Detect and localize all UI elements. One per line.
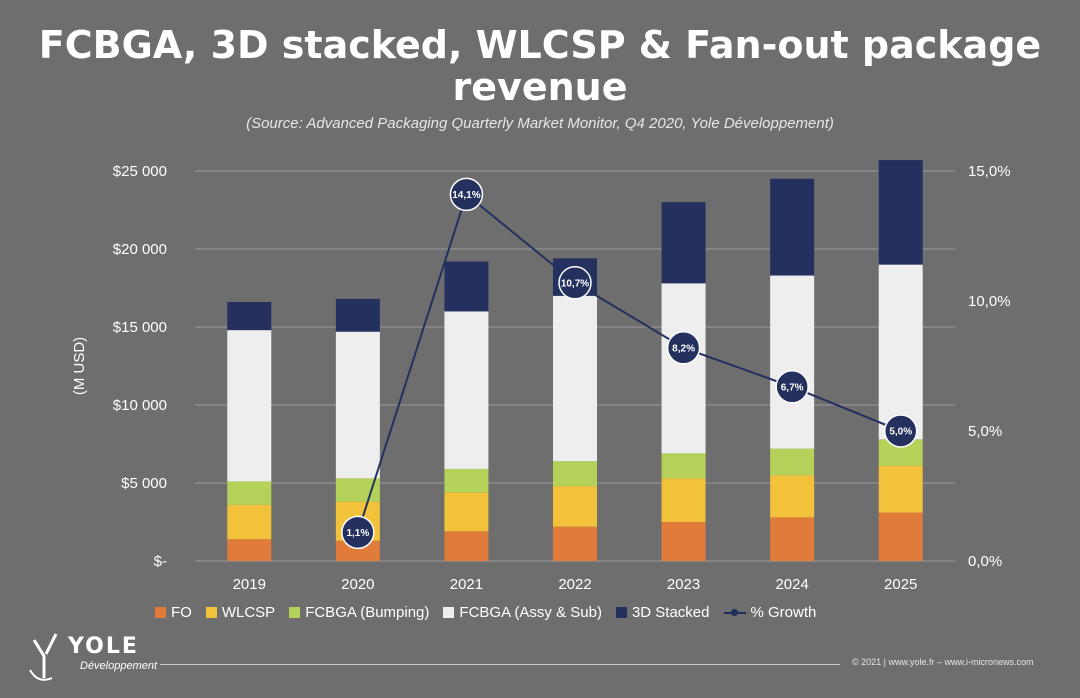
bar-segment-fcbga-bumping	[444, 468, 489, 493]
y-tick-label: $20 000	[113, 241, 167, 258]
growth-point	[775, 370, 809, 404]
bar-segment-fcbga-assy-sub	[661, 283, 706, 454]
legend-item-growth: % Growth	[723, 603, 817, 621]
bar-segment-wlcsp	[661, 478, 706, 522]
legend-swatch-fcbga-bumping	[289, 606, 301, 618]
legend-item-fcbga-assy: FCBGA (Assy & Sub)	[443, 604, 602, 621]
legend-item-fcbga-bumping: FCBGA (Bumping)	[289, 604, 429, 621]
bar-segment-3d-stacked	[661, 202, 706, 284]
legend-label-3d-stacked: 3D Stacked	[631, 603, 710, 621]
y-axis-label: (M USD)	[71, 337, 88, 395]
bar-segment-wlcsp	[878, 465, 923, 513]
bar-segment-fcbga-assy-sub	[553, 295, 597, 462]
bar-segment-3d-stacked	[770, 178, 815, 276]
bar-segment-fo	[553, 526, 597, 561]
growth-point	[341, 515, 375, 550]
y-tick-label: $25 000	[113, 163, 167, 180]
logo-wordmark: YOLE	[68, 634, 139, 659]
growth-data-label: 10,7%	[561, 278, 589, 289]
growth-line	[356, 192, 902, 533]
x-tick-label: 2019	[233, 576, 266, 593]
bar-segment-fcbga-assy-sub	[878, 264, 923, 440]
y2-tick-label: 10,0%	[968, 293, 1011, 310]
bar-segment-3d-stacked	[444, 261, 489, 312]
growth-data-label: 8,2%	[672, 343, 695, 354]
growth-data-label: 14,1%	[452, 190, 480, 201]
bar-segment-3d-stacked	[227, 302, 272, 331]
legend-swatch-3d-stacked	[615, 606, 627, 618]
bar-segment-fcbga-bumping	[553, 461, 597, 487]
y2-tick-label: 0,0%	[968, 553, 1002, 570]
legend-item-wlcsp: WLCSP	[205, 603, 276, 621]
footer-divider	[160, 664, 840, 665]
bar-segment-fcbga-assy-sub	[227, 330, 272, 482]
yole-logo: YOLE Développement	[28, 626, 168, 686]
chart-legend: FO WLCSP FCBGA (Bumping) FCBGA (Assy & S…	[155, 602, 816, 622]
legend-swatch-growth	[723, 607, 746, 618]
growth-data-label: 1,1%	[346, 528, 369, 539]
bar-segment-fo	[227, 539, 272, 561]
legend-label-fcbga-bumping: FCBGA (Bumping)	[305, 603, 430, 621]
y-tick-label: $-	[154, 553, 167, 570]
growth-point	[666, 331, 701, 365]
x-tick-label: 2025	[884, 576, 917, 593]
growth-point	[449, 177, 484, 212]
growth-data-label: 6,7%	[781, 382, 804, 393]
bar-segment-fcbga-assy-sub	[335, 331, 380, 479]
chart-subtitle: (Source: Advanced Packaging Quarterly Ma…	[246, 115, 834, 132]
logo-subtitle: Développement	[80, 660, 158, 672]
bar-segment-3d-stacked	[335, 298, 380, 332]
bar-segment-fcbga-bumping	[227, 481, 272, 505]
legend-label-growth: % Growth	[750, 603, 817, 621]
bar-segment-fcbga-bumping	[770, 448, 815, 476]
growth-point	[558, 266, 592, 300]
y2-tick-label: 5,0%	[968, 423, 1002, 440]
chart-title: FCBGA, 3D stacked, WLCSP & Fan-out packa…	[38, 23, 1042, 109]
bar-segment-wlcsp	[227, 504, 272, 540]
bar-segment-fo	[444, 531, 489, 561]
bar-segment-wlcsp	[770, 475, 815, 518]
bar-segment-fcbga-bumping	[661, 453, 706, 479]
x-tick-label: 2022	[558, 576, 591, 593]
legend-item-fo: FO	[155, 604, 192, 621]
x-tick-label: 2024	[775, 576, 808, 593]
bar-segment-fcbga-assy-sub	[444, 311, 489, 469]
yole-logo-mark-icon	[29, 633, 58, 681]
bar-segment-fcbga-assy-sub	[770, 275, 815, 449]
footer-copyright: © 2021 | www.yole.fr – www.i-micronews.c…	[852, 657, 1034, 667]
bar-segment-wlcsp	[444, 492, 489, 532]
legend-swatch-fo	[155, 606, 166, 618]
legend-label-wlcsp: WLCSP	[221, 603, 276, 621]
growth-data-label: 5,0%	[889, 427, 912, 438]
legend-label-fo: FO	[171, 603, 192, 621]
legend-swatch-fcbga-assy	[443, 606, 455, 618]
bar-segment-fo	[335, 540, 380, 561]
y2-tick-label: 15,0%	[968, 163, 1011, 180]
y-tick-label: $5 000	[121, 475, 167, 492]
x-tick-label: 2023	[667, 576, 700, 593]
bar-segment-fo	[770, 517, 815, 561]
x-tick-label: 2020	[341, 576, 374, 593]
y-tick-label: $15 000	[113, 319, 167, 336]
legend-item-3d-stacked: 3D Stacked	[615, 603, 710, 621]
bar-segment-3d-stacked	[878, 160, 923, 265]
bar-segment-fo	[661, 522, 706, 561]
y-tick-label: $10 000	[113, 397, 167, 414]
bar-segment-wlcsp	[553, 486, 597, 527]
x-tick-label: 2021	[450, 576, 483, 593]
growth-point	[883, 414, 918, 448]
legend-swatch-wlcsp	[205, 606, 217, 618]
bar-segment-fo	[878, 512, 923, 561]
legend-label-fcbga-assy: FCBGA (Assy & Sub)	[459, 603, 602, 621]
